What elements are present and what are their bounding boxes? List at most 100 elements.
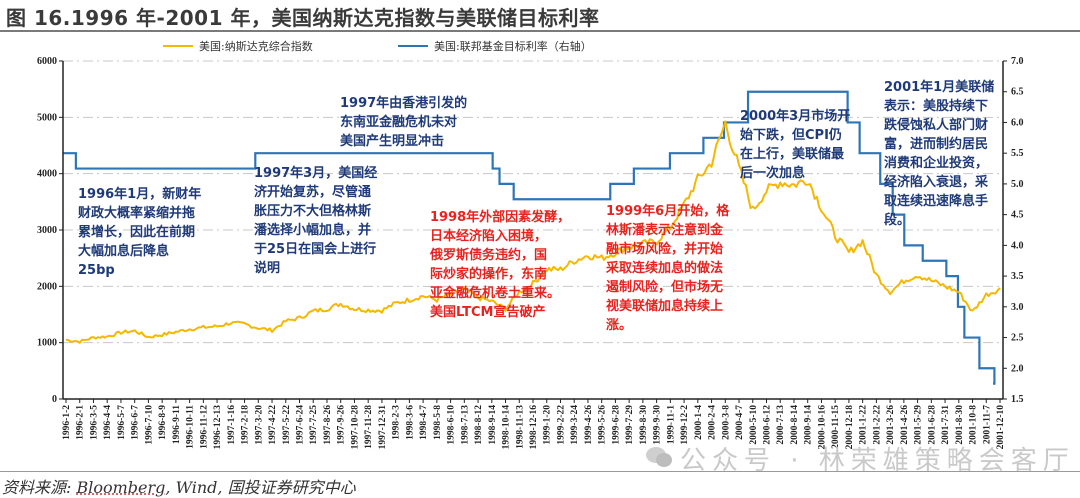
svg-text:1996-12-13: 1996-12-13	[213, 405, 223, 450]
svg-text:4.0: 4.0	[1011, 240, 1024, 251]
svg-text:1999-6-28: 1999-6-28	[611, 405, 621, 445]
svg-text:1997-10-28: 1997-10-28	[350, 405, 360, 450]
svg-text:2001-6-28: 2001-6-28	[927, 405, 937, 445]
svg-text:1998-5-8: 1998-5-8	[433, 405, 443, 440]
svg-text:6.5: 6.5	[1011, 87, 1024, 98]
svg-text:2.5: 2.5	[1011, 333, 1024, 344]
legend-label-fed-rate: 美国:联邦基金目标利率（右轴）	[434, 40, 592, 53]
svg-text:2001-8-30: 2001-8-30	[955, 405, 965, 445]
svg-text:2.0: 2.0	[1011, 363, 1024, 374]
right-axis-ticks: 1.5 2.0 2.5 3.0 3.5 4.0 4.5 5.0 5.5 6.0 6.5 7.0	[1003, 56, 1024, 405]
svg-text:3.0: 3.0	[1011, 302, 1024, 313]
svg-text:6000: 6000	[37, 56, 57, 67]
svg-text:1996-2-1: 1996-2-1	[76, 405, 86, 440]
legend-label-nasdaq: 美国:纳斯达克综合指数	[199, 40, 313, 53]
svg-text:2000-12-18: 2000-12-18	[845, 405, 855, 450]
svg-text:1998-4-7: 1998-4-7	[419, 405, 429, 440]
svg-text:1998-11-13: 1998-11-13	[515, 405, 525, 449]
svg-text:2000-10-16: 2000-10-16	[817, 405, 827, 450]
svg-text:4.5: 4.5	[1011, 210, 1024, 221]
legend-swatch-fed-rate	[398, 45, 428, 47]
svg-text:2001-10-8: 2001-10-8	[969, 405, 979, 445]
svg-text:1998-2-3: 1998-2-3	[392, 405, 402, 440]
svg-text:1996-1-2: 1996-1-2	[62, 405, 72, 440]
svg-text:2000-9-14: 2000-9-14	[804, 405, 814, 445]
x-axis-ticks: 1996-1-2 1996-2-1 1996-3-5 1996-4-4 1996-5-7…	[62, 399, 1006, 449]
svg-text:1999-5-26: 1999-5-26	[598, 405, 608, 445]
svg-text:2000: 2000	[37, 281, 57, 292]
svg-text:2000-8-14: 2000-8-14	[790, 405, 800, 445]
svg-text:1997-2-18: 1997-2-18	[241, 405, 251, 445]
svg-text:2000-11-15: 2000-11-15	[831, 405, 841, 449]
svg-text:1996-6-7: 1996-6-7	[131, 405, 141, 440]
chart-plot-area: 0 1000 2000 3000 4000 5000 6000 1.5 2.0 2.5 3.0 3.…	[37, 56, 1024, 449]
legend-swatch-nasdaq	[163, 45, 193, 47]
svg-text:3000: 3000	[37, 225, 57, 236]
svg-text:2000-4-7: 2000-4-7	[735, 405, 745, 440]
svg-text:3.5: 3.5	[1011, 271, 1024, 282]
annotation-1997-asian-crisis: 1997年由香港引发的 东南亚金融危机未对 美国产生明显冲击	[340, 96, 468, 149]
svg-text:1996-5-7: 1996-5-7	[117, 405, 127, 440]
annotation-1999-jun: 1999年6月开始，格 林斯潘表示注意到金 融市场风险，并开始 采取连续加息的做…	[606, 204, 730, 333]
svg-text:1996-10-11: 1996-10-11	[186, 405, 196, 449]
svg-text:0: 0	[52, 394, 57, 405]
svg-text:2000-1-4: 2000-1-4	[694, 405, 704, 440]
source-prefix: 资料来源:	[2, 478, 77, 497]
svg-text:1996-3-5: 1996-3-5	[89, 405, 99, 440]
source-divider	[0, 471, 1080, 472]
figure-title: 图 16.1996 年-2001 年，美国纳斯达克指数与美联储目标利率	[6, 6, 600, 30]
svg-text:6.0: 6.0	[1011, 117, 1024, 128]
svg-text:1996-9-11: 1996-9-11	[172, 405, 182, 444]
svg-text:1998-12-16: 1998-12-16	[529, 405, 539, 450]
svg-text:2000-2-4: 2000-2-4	[708, 405, 718, 440]
annotation-2000-mar: 2000年3月市场开 始下跌，但CPI仍 在上行，美联储最 后一次加息	[740, 109, 851, 181]
svg-text:1996-7-10: 1996-7-10	[144, 405, 154, 445]
gridlines	[63, 60, 1003, 344]
svg-text:2001-3-26: 2001-3-26	[886, 405, 896, 445]
svg-text:4000: 4000	[37, 169, 57, 180]
svg-text:1996-8-9: 1996-8-9	[158, 405, 168, 440]
legend-item-nasdaq: 美国:纳斯达克综合指数	[163, 38, 313, 54]
svg-text:1997-4-22: 1997-4-22	[268, 405, 278, 445]
svg-text:1999-1-20: 1999-1-20	[543, 405, 553, 445]
svg-text:2001-4-26: 2001-4-26	[900, 405, 910, 445]
svg-text:1000: 1000	[37, 338, 57, 349]
annotation-1998: 1998年外部因素发酵， 日本经济陷入困境， 俄罗斯债务违约，国 际炒家的操作，…	[430, 210, 571, 320]
svg-text:1998-7-13: 1998-7-13	[460, 405, 470, 445]
svg-text:1997-6-24: 1997-6-24	[296, 405, 306, 445]
svg-text:1999-3-24: 1999-3-24	[570, 405, 580, 445]
svg-text:1999-4-26: 1999-4-26	[584, 405, 594, 445]
svg-text:2001-7-31: 2001-7-31	[941, 405, 951, 445]
svg-text:2001-12-10: 2001-12-10	[996, 405, 1006, 450]
svg-text:1998-8-12: 1998-8-12	[474, 405, 484, 445]
svg-text:5.5: 5.5	[1011, 148, 1024, 159]
svg-text:7.0: 7.0	[1011, 56, 1024, 67]
chart-legend: 美国:纳斯达克综合指数 美国:联邦基金目标利率（右轴）	[0, 38, 1080, 54]
left-axis-ticks: 0 1000 2000 3000 4000 5000 6000	[37, 56, 63, 405]
svg-text:2001-1-22: 2001-1-22	[859, 405, 869, 445]
svg-text:5000: 5000	[37, 112, 57, 123]
svg-text:5.0: 5.0	[1011, 179, 1024, 190]
svg-text:1997-1-16: 1997-1-16	[227, 405, 237, 445]
svg-text:2001-2-22: 2001-2-22	[872, 405, 882, 445]
svg-text:1997-3-20: 1997-3-20	[254, 405, 264, 445]
svg-text:1996-11-12: 1996-11-12	[199, 405, 209, 449]
svg-text:2000-6-12: 2000-6-12	[763, 405, 773, 445]
svg-text:2000-3-8: 2000-3-8	[721, 405, 731, 440]
nasdaq-series	[65, 120, 1001, 344]
svg-text:1997-7-25: 1997-7-25	[309, 405, 319, 445]
legend-item-fed-rate: 美国:联邦基金目标利率（右轴）	[398, 38, 592, 54]
title-divider	[0, 30, 1080, 32]
wechat-icon	[646, 447, 672, 467]
svg-text:1998-6-10: 1998-6-10	[447, 405, 457, 445]
svg-text:1998-3-6: 1998-3-6	[405, 405, 415, 440]
svg-text:1997-8-26: 1997-8-26	[323, 405, 333, 445]
svg-text:1997-11-28: 1997-11-28	[364, 405, 374, 449]
source-note: 资料来源: Bloomberg, Wind, 国投证券研究中心	[2, 474, 356, 498]
annotation-2001-jan: 2001年1月美联储 表示：美股持续下 跌侵蚀私人部门财 富，进而制约居民 消费…	[884, 80, 995, 228]
source-brand: Bloomberg	[76, 478, 166, 497]
svg-text:1997-12-31: 1997-12-31	[378, 405, 388, 450]
svg-text:1999-8-30: 1999-8-30	[639, 405, 649, 445]
svg-text:1999-9-30: 1999-9-30	[653, 405, 663, 445]
annotation-1997-mar: 1997年3月，美国经 济开始复苏，尽管通 胀压力不大但格林斯 潘选择小幅加息，…	[254, 166, 378, 276]
